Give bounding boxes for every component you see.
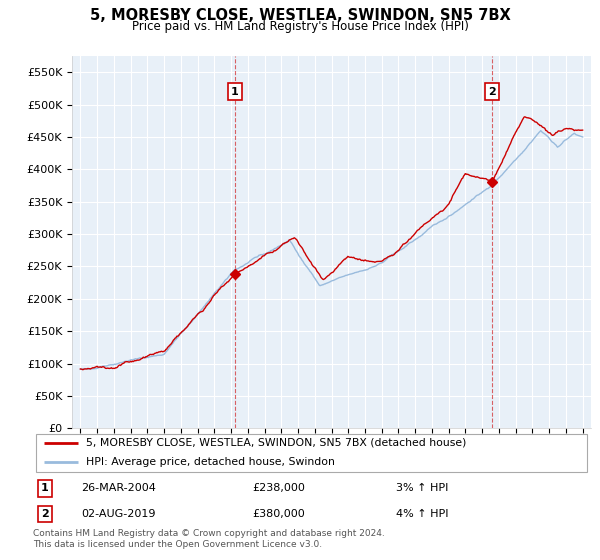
Text: Price paid vs. HM Land Registry's House Price Index (HPI): Price paid vs. HM Land Registry's House … — [131, 20, 469, 32]
Text: 2: 2 — [488, 87, 496, 97]
Text: HPI: Average price, detached house, Swindon: HPI: Average price, detached house, Swin… — [86, 457, 335, 467]
FancyBboxPatch shape — [36, 434, 587, 472]
Text: 5, MORESBY CLOSE, WESTLEA, SWINDON, SN5 7BX (detached house): 5, MORESBY CLOSE, WESTLEA, SWINDON, SN5 … — [86, 438, 466, 448]
Text: 2: 2 — [41, 509, 49, 519]
Text: 1: 1 — [231, 87, 239, 97]
Text: 02-AUG-2019: 02-AUG-2019 — [81, 509, 155, 519]
Text: 3% ↑ HPI: 3% ↑ HPI — [396, 483, 448, 493]
Text: 26-MAR-2004: 26-MAR-2004 — [81, 483, 156, 493]
Text: 4% ↑ HPI: 4% ↑ HPI — [396, 509, 449, 519]
Text: Contains HM Land Registry data © Crown copyright and database right 2024.
This d: Contains HM Land Registry data © Crown c… — [33, 529, 385, 549]
Text: £238,000: £238,000 — [252, 483, 305, 493]
Text: £380,000: £380,000 — [252, 509, 305, 519]
Text: 1: 1 — [41, 483, 49, 493]
Text: 5, MORESBY CLOSE, WESTLEA, SWINDON, SN5 7BX: 5, MORESBY CLOSE, WESTLEA, SWINDON, SN5 … — [89, 8, 511, 24]
